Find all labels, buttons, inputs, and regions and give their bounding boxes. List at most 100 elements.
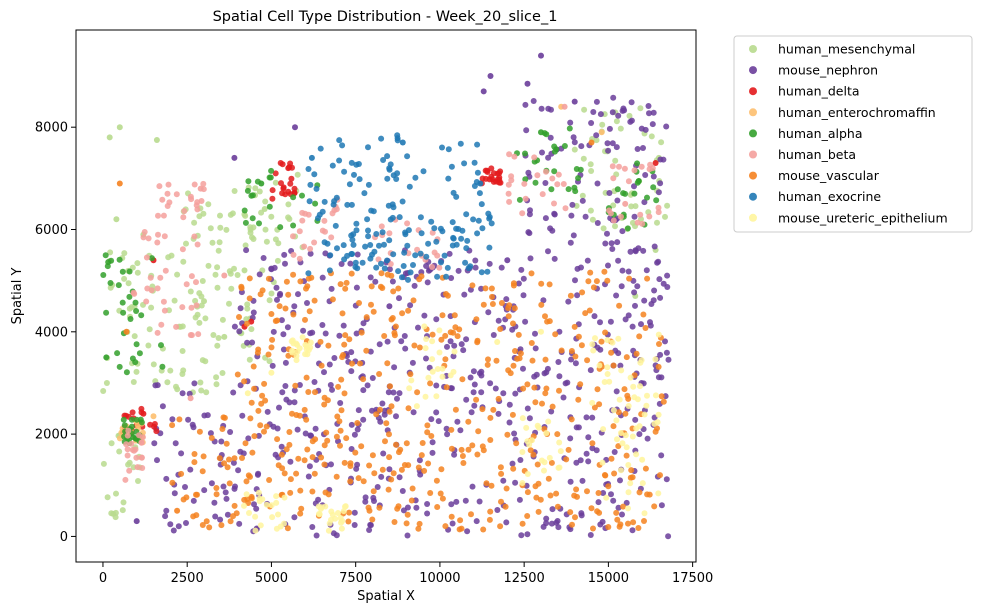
data-point xyxy=(186,390,193,397)
data-point xyxy=(415,324,421,331)
data-point xyxy=(549,227,556,234)
data-point xyxy=(188,196,195,203)
data-point xyxy=(222,489,229,496)
data-point xyxy=(621,107,628,114)
data-point xyxy=(308,154,315,161)
data-point xyxy=(247,415,254,422)
data-point xyxy=(615,504,622,511)
data-point xyxy=(577,381,584,388)
data-point xyxy=(644,194,650,201)
data-point xyxy=(551,148,558,155)
data-point xyxy=(551,143,558,150)
data-point xyxy=(300,327,307,334)
data-point xyxy=(468,511,474,518)
data-point xyxy=(307,250,314,257)
data-point xyxy=(284,525,291,532)
data-point xyxy=(390,251,397,258)
data-point xyxy=(368,283,375,290)
data-point xyxy=(103,354,110,361)
data-point xyxy=(606,207,612,214)
data-point xyxy=(196,319,203,326)
data-point xyxy=(313,532,320,539)
data-point xyxy=(574,493,580,500)
data-point xyxy=(492,385,499,392)
data-point xyxy=(476,498,483,505)
data-point xyxy=(662,338,668,345)
data-point xyxy=(243,247,250,254)
data-point xyxy=(609,109,616,116)
data-point xyxy=(554,181,561,188)
data-point xyxy=(399,198,406,205)
data-point xyxy=(594,220,601,226)
data-point xyxy=(270,328,277,335)
data-point xyxy=(590,347,597,354)
data-point xyxy=(274,257,281,264)
data-point xyxy=(439,144,445,151)
data-point xyxy=(199,357,206,364)
data-point xyxy=(405,307,412,314)
data-point xyxy=(655,363,662,370)
data-point xyxy=(266,477,273,483)
data-point xyxy=(489,293,495,300)
data-point xyxy=(167,367,174,374)
data-point xyxy=(571,323,578,330)
data-point xyxy=(542,356,549,363)
data-point xyxy=(163,507,170,514)
data-point xyxy=(567,435,574,442)
data-point xyxy=(421,323,428,330)
data-point xyxy=(613,417,620,424)
legend-item-mouse_vascular: mouse_vascular xyxy=(749,168,880,183)
data-point xyxy=(657,351,664,358)
data-point xyxy=(268,167,275,174)
data-point xyxy=(196,213,203,220)
data-point xyxy=(290,340,297,347)
data-point xyxy=(546,281,553,288)
data-point xyxy=(578,342,585,349)
data-point xyxy=(115,282,122,289)
data-point xyxy=(532,179,539,186)
data-point xyxy=(606,125,613,132)
data-point xyxy=(216,239,223,246)
data-point xyxy=(328,285,335,292)
data-point xyxy=(594,508,601,515)
data-point xyxy=(257,522,264,529)
data-point xyxy=(396,449,402,456)
data-point xyxy=(128,416,135,423)
legend-item-human_enterochromaffin: human_enterochromaffin xyxy=(749,105,936,120)
data-point xyxy=(488,220,495,227)
data-point xyxy=(276,404,282,411)
data-point xyxy=(268,344,275,351)
data-point xyxy=(348,270,355,277)
data-point xyxy=(662,213,668,220)
data-point xyxy=(658,393,665,400)
data-point xyxy=(121,250,128,257)
data-point xyxy=(286,429,293,435)
data-point xyxy=(273,493,280,500)
data-point xyxy=(378,223,385,230)
data-point xyxy=(318,454,325,461)
data-point xyxy=(290,222,297,229)
data-point xyxy=(279,161,286,168)
data-point xyxy=(268,213,275,220)
data-point xyxy=(134,464,141,471)
data-point xyxy=(151,421,158,427)
data-point xyxy=(409,485,416,492)
data-point xyxy=(396,474,403,481)
data-point xyxy=(520,275,527,282)
data-point xyxy=(439,228,446,235)
data-point xyxy=(291,303,298,310)
data-point xyxy=(449,242,456,249)
data-point xyxy=(488,482,495,489)
data-point xyxy=(619,511,625,518)
data-point xyxy=(179,390,186,397)
data-point xyxy=(579,477,586,484)
data-point xyxy=(193,491,199,498)
legend-marker xyxy=(749,66,757,75)
data-point xyxy=(502,503,509,510)
data-point xyxy=(658,374,665,381)
data-point xyxy=(173,191,180,198)
data-point xyxy=(524,80,531,87)
data-point xyxy=(138,312,145,319)
x-axis-label: Spatial X xyxy=(357,589,415,604)
data-point xyxy=(154,329,161,336)
